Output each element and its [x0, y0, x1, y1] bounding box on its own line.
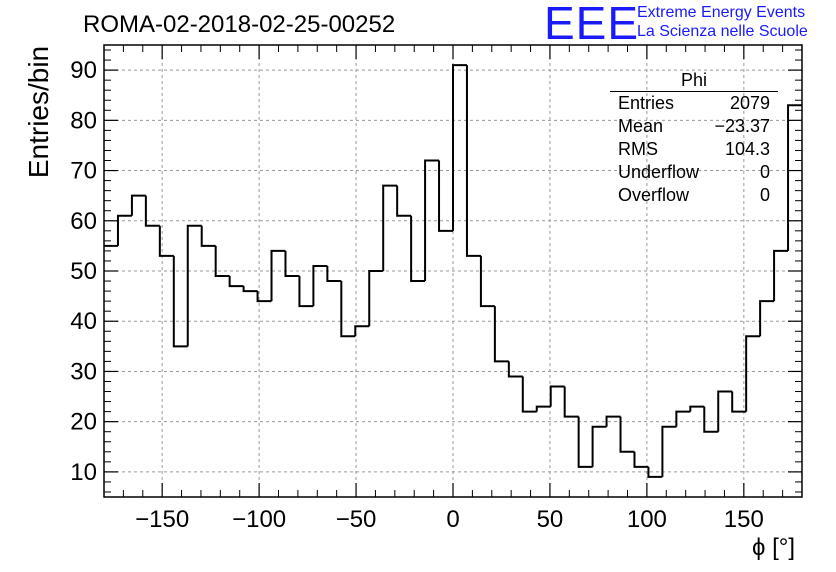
- histogram-bin: [605, 415, 621, 427]
- x-tick-label: −100: [232, 506, 286, 533]
- x-tick-label: −150: [135, 506, 189, 533]
- histogram-bin: [759, 300, 775, 337]
- histogram-bin: [158, 225, 174, 257]
- histogram-bin: [382, 184, 398, 271]
- eee-logo: EEE: [544, 0, 640, 49]
- histogram-bin: [731, 391, 747, 413]
- histogram-bin: [186, 224, 202, 347]
- histogram-bin: [661, 425, 677, 477]
- histogram-bin: [773, 249, 789, 302]
- histogram-bin: [633, 451, 649, 468]
- stats-label: RMS: [618, 139, 658, 159]
- histogram-bin: [438, 160, 453, 232]
- histogram-bin: [410, 215, 426, 283]
- stats-value: 2079: [729, 93, 770, 113]
- y-tick-label: 30: [70, 358, 97, 385]
- stats-value: 0: [759, 185, 770, 205]
- histogram-bin: [368, 270, 384, 327]
- x-tick-label: 0: [446, 506, 459, 533]
- y-tick-label: 60: [70, 208, 97, 235]
- histogram-bin: [270, 249, 286, 302]
- stats-label: Entries: [618, 93, 675, 113]
- stats-row: Overflow 0: [610, 184, 778, 207]
- x-tick-label: 50: [537, 506, 564, 533]
- x-tick-label: 150: [724, 506, 764, 533]
- histogram-bin: [787, 104, 802, 251]
- histogram-bin: [256, 291, 272, 303]
- histogram-bin: [507, 361, 523, 378]
- y-tick-label: 50: [70, 258, 97, 285]
- logo-caption-line2: La Scienza nelle Scuole: [637, 23, 808, 40]
- x-tick-label: 100: [627, 506, 667, 533]
- histogram-bin: [424, 159, 440, 282]
- stats-label: Overflow: [618, 185, 690, 205]
- histogram-bin: [717, 390, 733, 432]
- y-axis-label: Entries/bin: [23, 45, 54, 179]
- y-tick-label: 90: [70, 57, 97, 84]
- histogram-bin: [479, 255, 495, 308]
- histogram-bin: [703, 406, 719, 433]
- y-tick-label: 70: [70, 158, 97, 185]
- stats-value: 0: [759, 162, 770, 182]
- stats-label: Mean: [618, 116, 664, 136]
- y-tick-label: 80: [70, 107, 97, 134]
- x-axis-label: ϕ [°]: [752, 534, 796, 561]
- histogram-bin: [745, 335, 761, 412]
- histogram-bin: [465, 65, 481, 257]
- y-tick-label: 40: [70, 308, 97, 335]
- histogram-bin: [214, 245, 230, 278]
- histogram-bin: [675, 410, 691, 427]
- histogram-bin: [312, 264, 328, 307]
- histogram-bin: [577, 416, 593, 468]
- stats-value: −23.37: [714, 116, 770, 136]
- histogram-bin: [647, 466, 663, 478]
- stats-label: Underflow: [618, 162, 700, 182]
- histogram-bin: [130, 194, 146, 216]
- histogram-bin: [396, 185, 412, 217]
- histogram-bin: [354, 325, 370, 337]
- histogram-bin: [144, 195, 160, 227]
- histogram-bin: [619, 416, 635, 453]
- stats-row: Entries 2079: [610, 92, 778, 115]
- histogram-bin: [200, 225, 216, 247]
- histogram-bin: [116, 214, 132, 246]
- histogram-bin: [563, 386, 579, 418]
- histogram-bin: [591, 425, 607, 467]
- histogram-bin: [228, 276, 244, 288]
- logo-caption-line1: Extreme Energy Events: [637, 4, 806, 21]
- chart-title: ROMA-02-2018-02-25-00252: [83, 11, 396, 38]
- y-tick-label: 20: [70, 409, 97, 436]
- histogram-bin: [242, 286, 258, 293]
- histogram-bin: [284, 250, 300, 278]
- stats-box: Phi Entries 2079 Mean −23.37 RMS 104.3 U…: [610, 70, 778, 207]
- stats-row: Mean −23.37: [610, 115, 778, 138]
- histogram-bin: [689, 405, 705, 412]
- histogram-bin: [521, 376, 537, 413]
- stats-value: 104.3: [724, 139, 770, 159]
- stats-row: Underflow 0: [610, 161, 778, 184]
- histogram-bin: [549, 385, 565, 407]
- stats-title: Phi: [610, 70, 778, 92]
- histogram-bin: [298, 276, 314, 308]
- histogram-bin: [452, 64, 467, 231]
- logo-caption: Extreme Energy Events La Scienza nelle S…: [637, 3, 808, 41]
- x-tick-label: −50: [336, 506, 377, 533]
- histogram-bin: [493, 306, 509, 363]
- y-tick-label: 10: [70, 459, 97, 486]
- histogram-bin: [172, 255, 188, 348]
- histogram-bin: [535, 405, 551, 412]
- histogram-bin: [340, 281, 356, 338]
- histogram-bin: [326, 265, 342, 283]
- stats-row: RMS 104.3: [610, 138, 778, 161]
